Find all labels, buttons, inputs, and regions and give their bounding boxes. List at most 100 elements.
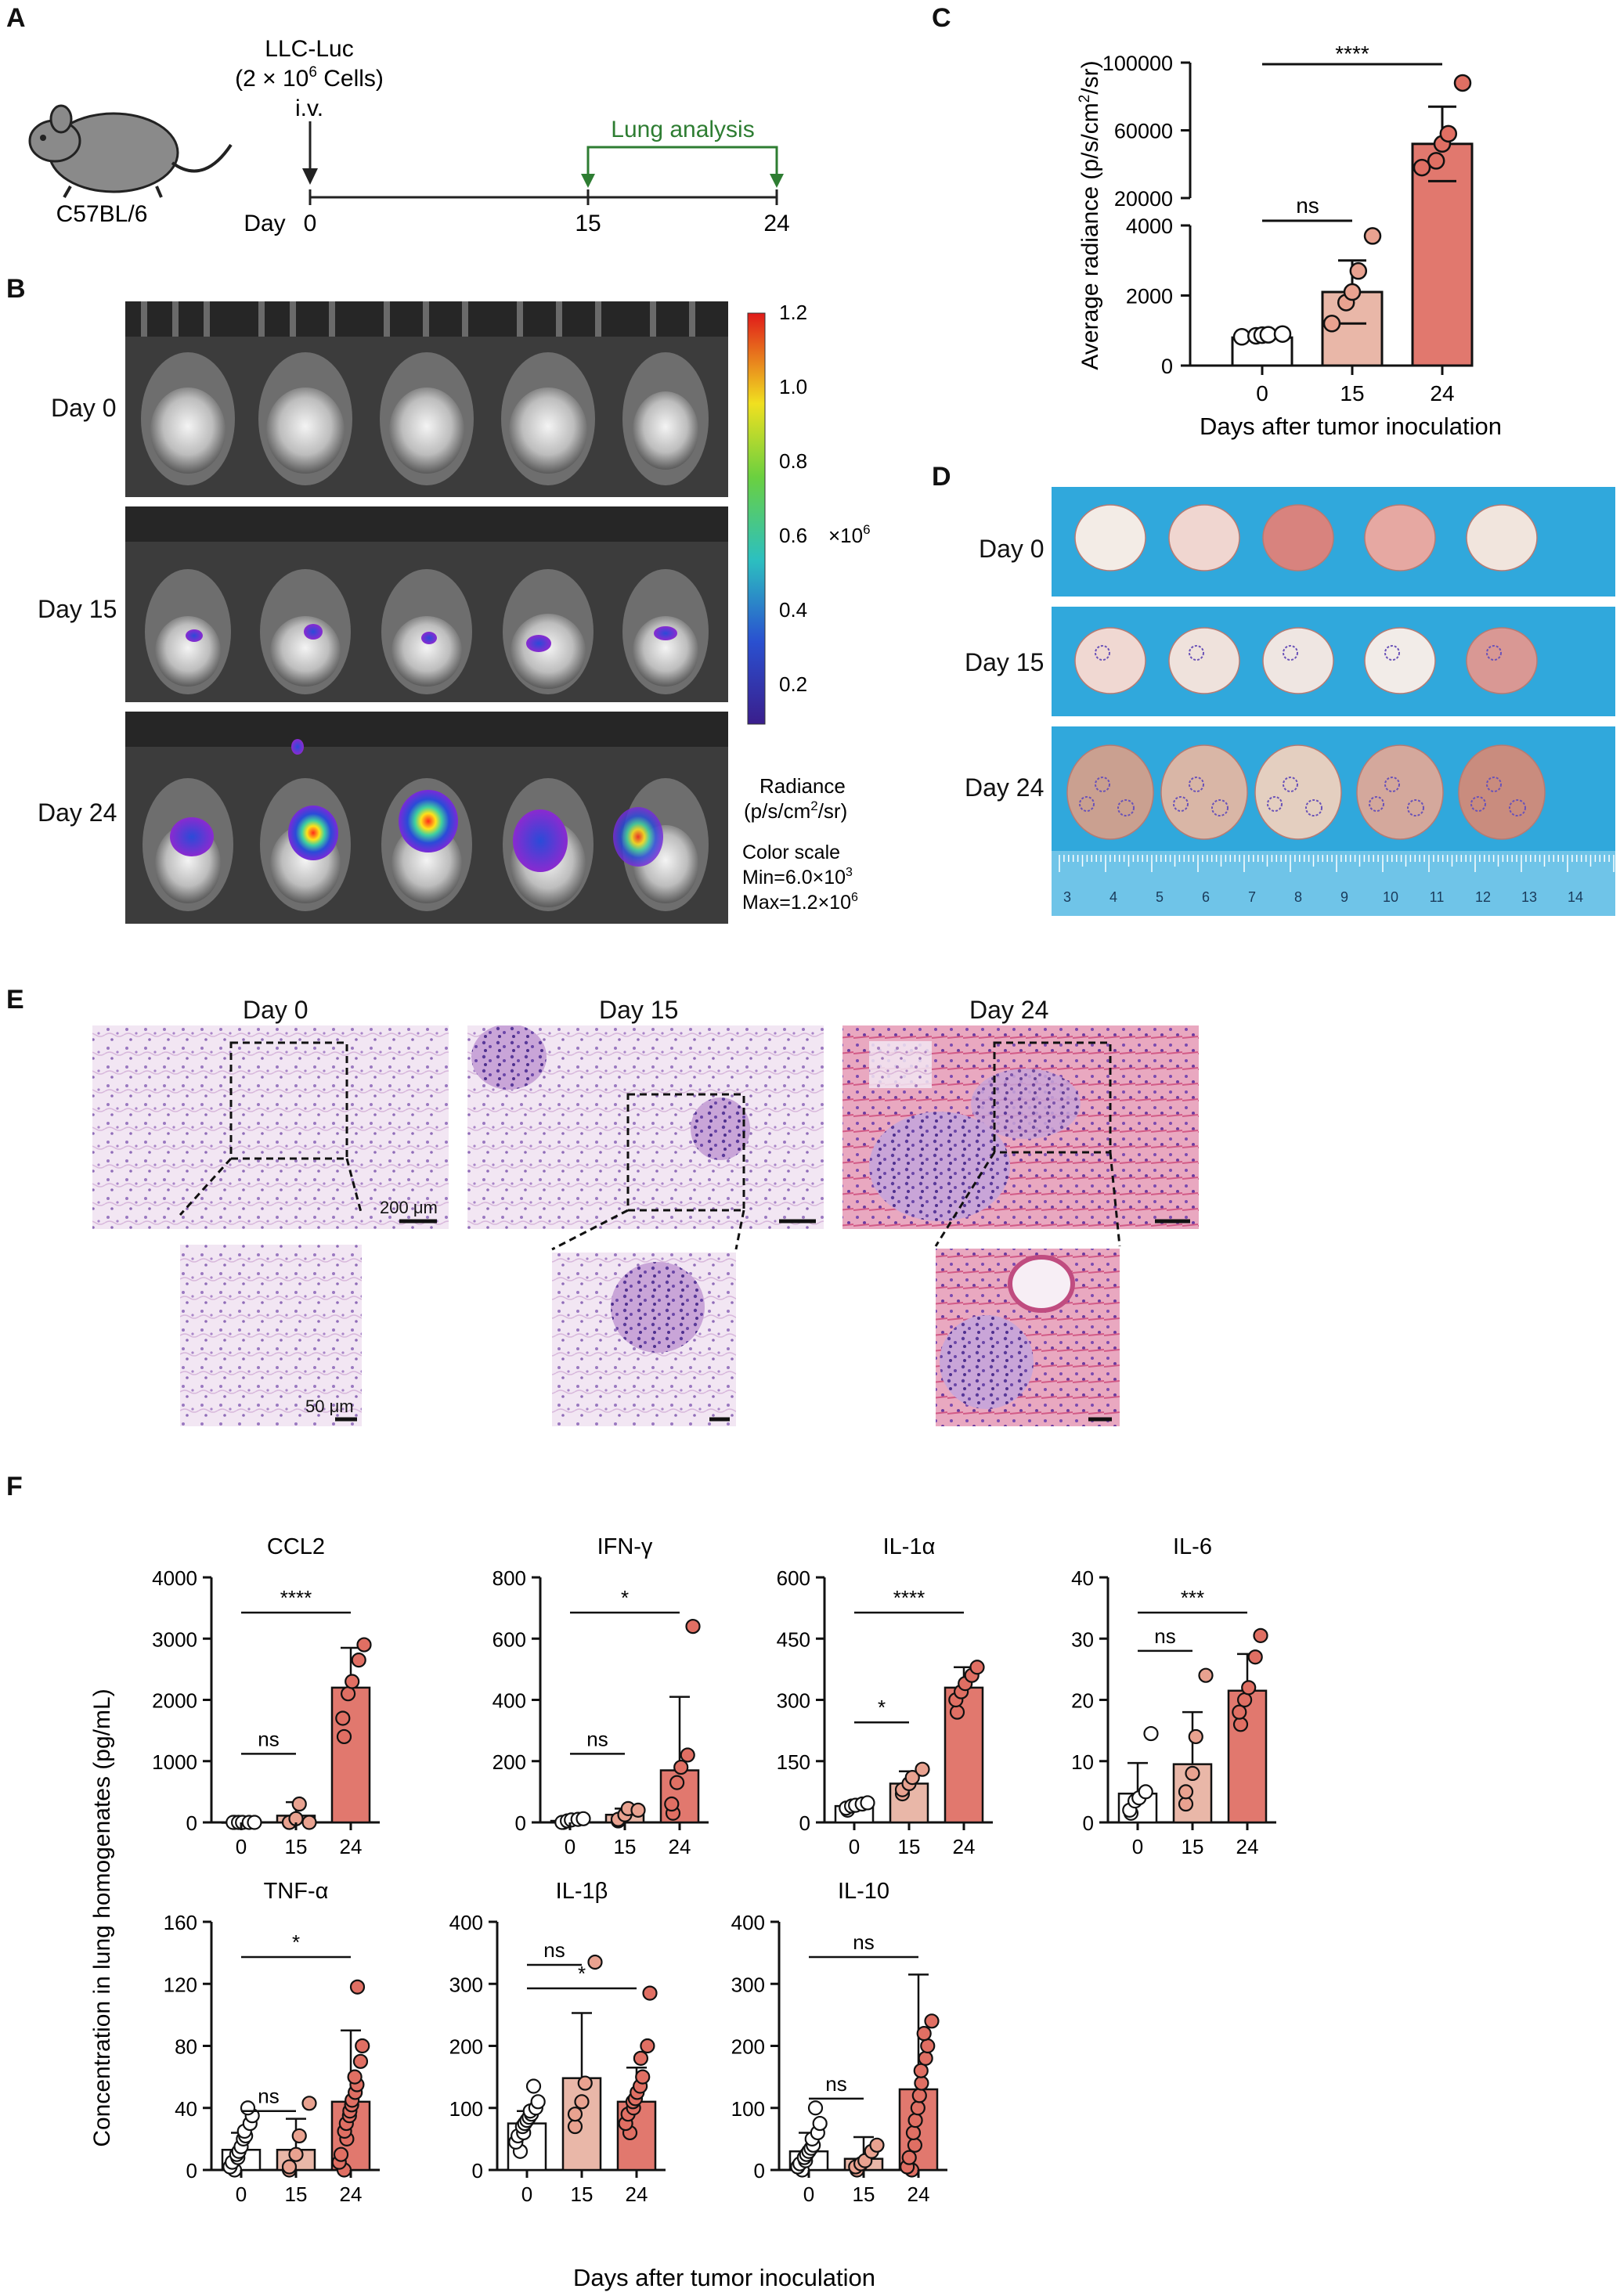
panel-label-b: B bbox=[6, 274, 26, 304]
data-point bbox=[1427, 152, 1445, 170]
y-tick-label: 300 bbox=[449, 1973, 483, 1996]
tumor-nodule-circle bbox=[1470, 796, 1486, 812]
y-axis-label: Average radiance (p/s/cm2/sr) bbox=[1077, 60, 1103, 369]
x-tick-label: 0 bbox=[849, 1835, 860, 1858]
data-point bbox=[913, 2063, 929, 2078]
lung-specimen bbox=[1458, 744, 1546, 840]
sig-label: ns bbox=[1296, 193, 1319, 218]
data-point bbox=[642, 1985, 658, 2001]
data-point bbox=[247, 1815, 262, 1830]
y-tick-label: 450 bbox=[777, 1627, 810, 1651]
tumor-nodule-circle bbox=[1486, 645, 1502, 661]
y-tick-label: 40 bbox=[1071, 1566, 1094, 1590]
y-tick-label: 20000 bbox=[1114, 187, 1173, 211]
lung-specimen bbox=[1074, 504, 1146, 571]
mouse-strain-label: C57BL/6 bbox=[56, 201, 148, 227]
chart-title: TNF-α bbox=[264, 1879, 329, 1904]
cells-line2: (2 × 106 Cells) bbox=[235, 64, 384, 92]
data-point bbox=[911, 2088, 927, 2103]
y-tick-label: 20 bbox=[1071, 1689, 1094, 1713]
data-point bbox=[577, 2075, 593, 2091]
histology-panel: 200 μm 50 μm bbox=[92, 1025, 1199, 1426]
data-point bbox=[969, 1660, 985, 1675]
svg-text:(p/s/cm2/sr): (p/s/cm2/sr) bbox=[744, 798, 847, 823]
panel-label-c: C bbox=[932, 3, 951, 33]
chart-title: IL-6 bbox=[1173, 1534, 1212, 1559]
data-point bbox=[1363, 227, 1382, 245]
y-tick-label: 400 bbox=[731, 1911, 765, 1934]
x-tick-label: 0 bbox=[565, 1835, 575, 1858]
ruler-label: 10 bbox=[1383, 889, 1398, 905]
svg-text:Max=1.2×106: Max=1.2×106 bbox=[742, 891, 858, 914]
data-point bbox=[1322, 315, 1341, 333]
bar bbox=[330, 1686, 371, 1824]
sig-label: * bbox=[878, 1696, 886, 1719]
x-tick-label: 24 bbox=[1430, 381, 1454, 405]
route-label: i.v. bbox=[295, 96, 323, 121]
data-point bbox=[1253, 1627, 1268, 1643]
data-point bbox=[291, 2128, 307, 2144]
x-axis-label: Days after tumor inoculation bbox=[1200, 413, 1502, 440]
data-point bbox=[640, 2038, 655, 2054]
lung-photo-row-label-day15: Day 15 bbox=[965, 648, 1045, 676]
data-point bbox=[351, 1653, 366, 1668]
data-point bbox=[869, 2137, 885, 2153]
svg-text:Min=6.0×103: Min=6.0×103 bbox=[742, 866, 853, 888]
x-tick-label: 0 bbox=[521, 2182, 532, 2206]
data-point bbox=[916, 2026, 932, 2042]
tumor-nodule-circle bbox=[1283, 645, 1298, 661]
colorbar-tick: 0.2 bbox=[779, 672, 807, 696]
x-tick-label: 0 bbox=[1132, 1835, 1143, 1858]
y-tick-label: 80 bbox=[175, 2035, 197, 2059]
x-tick-label: 15 bbox=[1340, 381, 1364, 405]
data-point bbox=[904, 1770, 920, 1786]
tumor-nodule-circle bbox=[1117, 799, 1135, 816]
data-point bbox=[1413, 158, 1431, 177]
y-tick-label: 0 bbox=[754, 2159, 765, 2182]
data-point bbox=[333, 2146, 349, 2162]
bar bbox=[1411, 142, 1474, 367]
y-tick-label: 600 bbox=[777, 1566, 810, 1590]
data-point bbox=[907, 2137, 923, 2153]
ruler-label: 9 bbox=[1340, 889, 1348, 905]
tumor-nodule-circle bbox=[1211, 799, 1229, 816]
sig-label: ns bbox=[586, 1727, 608, 1750]
ivis-row-day15 bbox=[125, 506, 728, 702]
panel-label-f: F bbox=[6, 1472, 23, 1501]
lung-specimen bbox=[1364, 504, 1436, 571]
sig-label: * bbox=[578, 1962, 586, 1985]
x-tick-label: 0 bbox=[236, 2182, 247, 2206]
data-point bbox=[336, 1728, 352, 1745]
tumor-nodule-circle bbox=[1095, 777, 1110, 792]
data-point bbox=[949, 1704, 965, 1720]
lung-specimen bbox=[1466, 627, 1538, 694]
data-point bbox=[673, 1759, 689, 1775]
y-tick-label: 600 bbox=[492, 1627, 526, 1651]
ivis-row-label-day0: Day 0 bbox=[51, 394, 117, 422]
y-tick-label: 0 bbox=[1083, 1811, 1094, 1835]
lung-specimen bbox=[1254, 744, 1342, 840]
lung-specimen bbox=[1160, 744, 1248, 840]
data-point bbox=[914, 2075, 929, 2091]
timeline-tick-0: 0 bbox=[304, 211, 317, 236]
panel-a-schematic: C57BL/6 LLC-Luc (2 × 106 Cells) i.v. Day… bbox=[28, 36, 790, 236]
colorbar-tick: 0.8 bbox=[779, 449, 807, 473]
x-tick-label: 15 bbox=[614, 1835, 637, 1858]
data-point bbox=[567, 2107, 583, 2122]
y-tick-label: 100 bbox=[449, 2097, 483, 2121]
colorbar-tick: 0.4 bbox=[779, 598, 807, 622]
tumor-nodule-circle bbox=[1305, 799, 1322, 816]
timeline-tick-24: 24 bbox=[763, 211, 789, 236]
sig-label: * bbox=[292, 1930, 300, 1954]
x-tick-label: 24 bbox=[669, 1835, 691, 1858]
x-tick-label: 15 bbox=[285, 1835, 308, 1858]
lung-analysis-label: Lung analysis bbox=[611, 117, 754, 142]
x-tick-label: 15 bbox=[285, 2182, 308, 2206]
data-point bbox=[525, 2078, 542, 2094]
histology-title-day24: Day 24 bbox=[969, 996, 1049, 1024]
sig-label: *** bbox=[1181, 1586, 1204, 1609]
data-point bbox=[807, 2100, 824, 2116]
data-point bbox=[918, 2050, 933, 2066]
data-point bbox=[567, 2118, 583, 2135]
sig-label: ns bbox=[258, 2085, 279, 2108]
